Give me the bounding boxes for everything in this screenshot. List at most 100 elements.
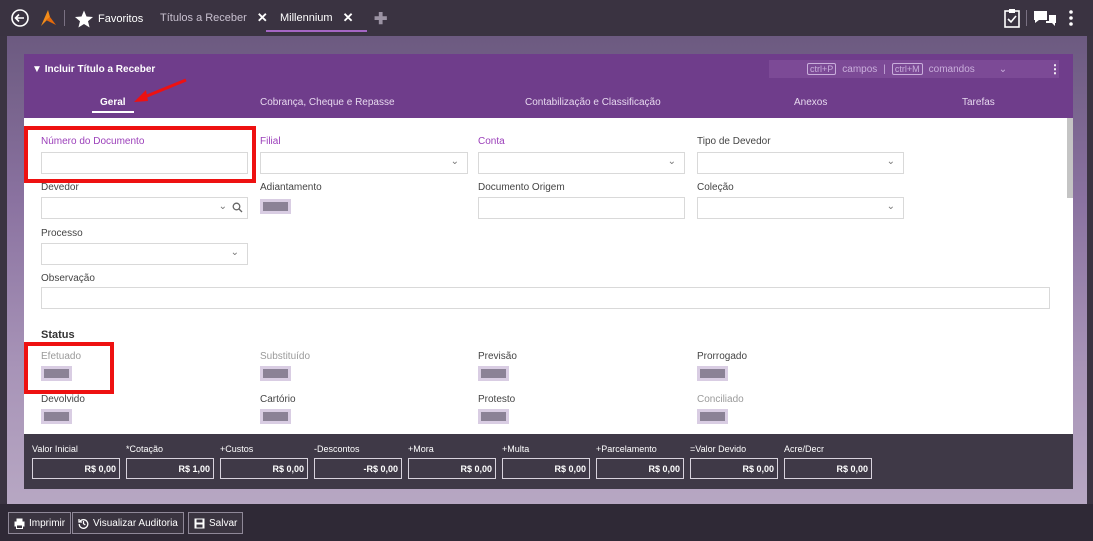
previsao-toggle[interactable] [478,366,509,381]
devedor-select[interactable]: ⌄ [41,197,248,219]
colecao-select[interactable]: ⌄ [697,197,904,219]
chevron-down-icon: ⌄ [886,156,895,167]
processo-label: Processo [41,228,83,239]
divider [1026,10,1027,26]
adiantamento-toggle[interactable] [260,199,291,214]
shortcut-separator: | [883,63,886,75]
documento-origem-input[interactable] [478,197,685,219]
clipboard-icon[interactable] [1003,8,1021,31]
total-value: R$ 0,00 [690,458,778,479]
total-label: +Custos [220,444,254,454]
total-label: *Cotação [126,444,164,454]
total-value[interactable]: R$ 0,00 [502,458,590,479]
save-button-label: Salvar [209,517,238,529]
total-value[interactable]: -R$ 0,00 [314,458,402,479]
chevron-down-icon: ⌄ [667,156,676,167]
history-icon [78,518,89,529]
devolvido-toggle[interactable] [41,409,72,424]
close-icon[interactable]: ✕ [256,10,268,25]
scrollbar[interactable] [1067,118,1073,198]
tipo-devedor-select[interactable]: ⌄ [697,152,904,174]
highlight-efetuado [24,342,114,394]
tab-contabilizacao[interactable]: Contabilização e Classificação [525,97,661,108]
total-value: R$ 0,00 [32,458,120,479]
efetuado-label: Efetuado [41,351,82,362]
shortcut-key: ctrl+M [891,63,923,75]
more-vertical-icon[interactable] [1068,10,1074,29]
chat-icon[interactable] [1033,10,1057,29]
colecao-label: Coleção [697,182,734,193]
logo-icon [38,8,58,31]
tipo-devedor-label: Tipo de Devedor [697,136,771,147]
substituido-toggle[interactable] [260,366,291,381]
action-bar: Imprimir Visualizar Auditoria Salvar [0,504,1093,541]
documento-origem-label: Documento Origem [478,182,565,193]
highlight-numero-documento [24,126,256,183]
protesto-label: Protesto [478,394,516,405]
tab-geral[interactable]: Geral [92,97,134,113]
favorites-label: Favoritos [98,13,144,25]
previsao-label: Previsão [478,351,517,362]
cartorio-toggle[interactable] [260,409,291,424]
print-button[interactable]: Imprimir [8,512,72,534]
total-value[interactable]: R$ 1,00 [126,458,214,479]
chevron-down-icon: ⌄ [230,247,239,258]
tab-millennium[interactable]: Millennium ✕ [266,0,368,36]
shortcut-label: comandos [928,63,975,75]
close-icon[interactable]: ✕ [342,10,354,25]
tab-label: Títulos a Receber [160,12,247,24]
form-menu-icon[interactable]: ⋮ [1049,62,1061,76]
shortcut-key: ctrl+P [807,63,837,75]
divider [64,10,65,26]
star-icon [75,10,93,28]
conciliado-toggle[interactable] [697,409,728,424]
printer-icon [14,518,25,529]
chevron-down-icon: ⌄ [218,201,227,212]
observacao-input[interactable] [41,287,1050,309]
total-label: +Mora [408,444,434,454]
substituido-label: Substituído [260,351,311,362]
conciliado-label: Conciliado [697,394,744,405]
tab-cobranca[interactable]: Cobrança, Cheque e Repasse [260,97,395,108]
numero-documento-input[interactable] [41,152,248,174]
filial-label: Filial [260,136,281,147]
add-tab-icon[interactable]: ✚ [374,11,388,28]
filial-select[interactable]: ⌄ [260,152,468,174]
processo-select[interactable]: ⌄ [41,243,248,265]
search-icon[interactable] [232,202,243,216]
protesto-toggle[interactable] [478,409,509,424]
shortcuts-bar: ctrl+P campos | ctrl+M comandos ⌄ [769,60,1059,78]
totals-bar: Valor Inicial R$ 0,00 *Cotação R$ 1,00 +… [24,434,1073,489]
numero-documento-label: Número do Documento [41,136,145,147]
audit-button[interactable]: Visualizar Auditoria [72,512,184,534]
total-value[interactable]: R$ 0,00 [784,458,872,479]
tab-tarefas[interactable]: Tarefas [962,97,995,108]
annotation-arrow-icon [134,78,187,102]
total-label: -Descontos [314,444,360,454]
total-value[interactable]: R$ 0,00 [596,458,684,479]
tab-label: Millennium [280,12,333,24]
conta-select[interactable]: ⌄ [478,152,685,174]
chevron-down-icon[interactable]: ⌄ [998,63,1008,75]
tab-anexos[interactable]: Anexos [794,97,828,108]
total-label: +Multa [502,444,530,454]
favorites-button[interactable]: Favoritos [74,9,143,29]
chevron-down-icon: ⌄ [886,201,895,212]
total-label: =Valor Devido [690,444,747,454]
save-button[interactable]: Salvar [188,512,244,534]
status-heading: Status [41,329,75,341]
efetuado-toggle[interactable] [41,366,72,381]
total-label: Acre/Decr [784,444,825,454]
collapse-caret-icon[interactable]: ▼ [32,64,42,75]
prorrogado-label: Prorrogado [697,351,748,362]
top-bar: Favoritos Títulos a Receber ✕ Millennium… [0,0,1093,36]
tab-titulos-a-receber[interactable]: Títulos a Receber ✕ [160,0,268,36]
form-header: ▼ Incluir Título a Receber ctrl+P campos… [24,54,1073,118]
cartorio-label: Cartório [260,394,296,405]
total-value[interactable]: R$ 0,00 [408,458,496,479]
total-value[interactable]: R$ 0,00 [220,458,308,479]
form-title[interactable]: ▼ Incluir Título a Receber [32,64,156,75]
prorrogado-toggle[interactable] [697,366,728,381]
chevron-down-icon: ⌄ [450,156,459,167]
back-icon[interactable] [10,8,30,31]
